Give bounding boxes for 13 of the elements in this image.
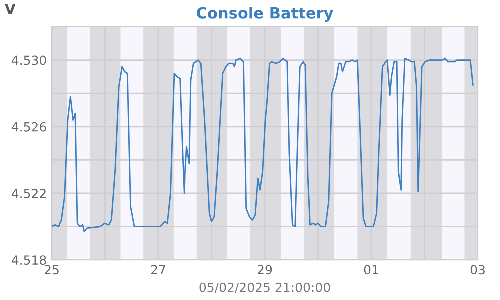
y-tick-label: 4.522	[12, 188, 46, 198]
chart-title: Console Battery	[197, 7, 334, 22]
line-series	[52, 58, 474, 232]
x-tick-label: 27	[151, 265, 166, 274]
x-tick-label: 29	[258, 265, 272, 275]
x-tick-label: 01	[364, 265, 378, 275]
y-axis-title: V	[5, 4, 16, 14]
x-tick-label: 03	[470, 265, 485, 275]
y-tick-label: 4.530	[12, 56, 46, 66]
y-tick-label: 4.518	[12, 256, 46, 266]
y-tick-label: 4.526	[12, 122, 46, 132]
x-axis-title: 05/02/2025 21:00:00	[200, 282, 330, 294]
x-tick-label: 25	[44, 265, 59, 275]
